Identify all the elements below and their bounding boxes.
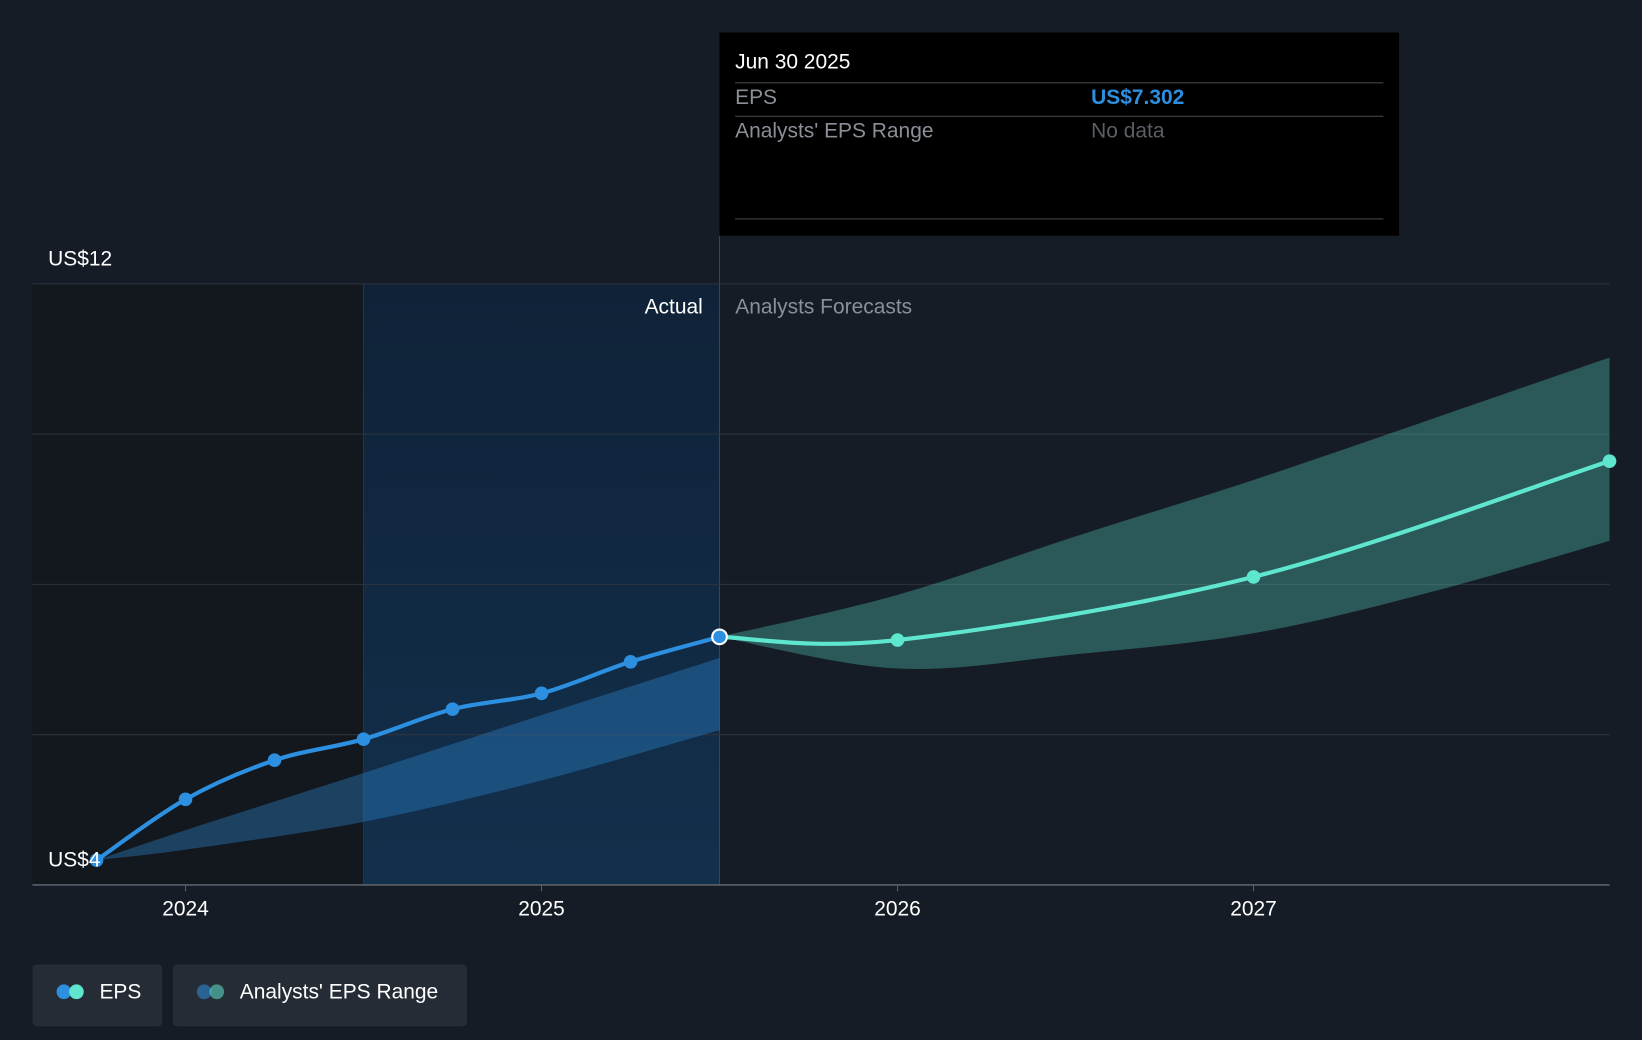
legend-swatch [56, 984, 72, 1000]
tooltip: Jun 30 2025 EPS US$7.302 Analysts' EPS R… [719, 32, 1400, 236]
y-tick-label: US$4 [48, 848, 101, 871]
eps-point [890, 633, 905, 647]
tooltip-value: US$7.302 [1091, 86, 1184, 109]
eps-point [445, 702, 460, 716]
legend-swatch [209, 984, 225, 1000]
legend-label: Analysts' EPS Range [240, 980, 438, 1003]
eps-line [719, 459, 1611, 646]
x-tick-label: 2024 [162, 898, 209, 921]
x-tick-label: 2025 [518, 898, 565, 921]
eps-point [534, 686, 549, 701]
actual-label: Actual [645, 295, 703, 318]
legend-swatch [69, 984, 84, 1000]
eps-point [267, 753, 282, 768]
tooltip-value: No data [1091, 120, 1165, 143]
legend-swatch [196, 984, 212, 1000]
x-tick-label: 2027 [1230, 898, 1277, 921]
eps-point [711, 628, 728, 646]
legend-item[interactable] [172, 964, 468, 1027]
range-area [719, 357, 1610, 670]
x-tick-label: 2026 [874, 898, 921, 921]
tooltip-label: EPS [735, 86, 777, 109]
eps-point [89, 853, 104, 867]
tooltip-box [719, 32, 1400, 236]
range-area [96, 658, 720, 861]
eps-point [1246, 570, 1261, 584]
forecast-label: Analysts Forecasts [735, 295, 912, 318]
tooltip-date: Jun 30 2025 [735, 50, 850, 73]
eps-point [356, 732, 371, 746]
legend: EPS Analysts' EPS Range [32, 964, 468, 1027]
legend-item[interactable] [32, 964, 163, 1027]
y-tick-label: US$12 [48, 247, 112, 270]
eps-point [1602, 454, 1617, 468]
tooltip-label: Analysts' EPS Range [735, 120, 933, 143]
eps-point [623, 654, 638, 669]
eps-point [178, 792, 193, 807]
legend-label: EPS [99, 980, 141, 1003]
